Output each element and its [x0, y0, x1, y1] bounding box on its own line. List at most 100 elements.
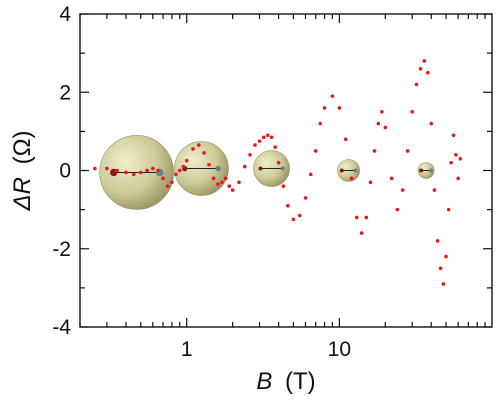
data-point: [456, 176, 460, 181]
data-point: [170, 180, 174, 185]
data-point: [156, 168, 160, 173]
x-axis-ticks: 1 10: [79, 14, 486, 361]
data-point: [372, 149, 377, 153]
data-point: [273, 145, 278, 149]
data-points: [92, 59, 463, 286]
data-point: [297, 213, 302, 218]
data-point: [389, 176, 394, 181]
data-point: [227, 184, 232, 188]
data-point: [438, 266, 443, 271]
data-point: [92, 166, 97, 171]
data-point: [242, 164, 247, 169]
data-point: [313, 149, 318, 153]
data-point: [124, 170, 128, 175]
data-point: [349, 176, 354, 181]
data-point: [262, 135, 266, 140]
data-point: [184, 158, 189, 163]
data-point: [269, 135, 274, 140]
data-point: [359, 231, 364, 235]
y-axis-symbol: ΔR: [9, 177, 36, 211]
data-point: [405, 149, 410, 153]
data-point: [308, 172, 313, 177]
x-axis-title: B (T): [256, 368, 315, 395]
data-point: [318, 121, 323, 126]
data-point: [281, 184, 286, 188]
y-tick-label: -4: [52, 316, 71, 339]
data-point: [202, 151, 206, 155]
data-point: [364, 215, 369, 220]
y-tick-label: -2: [52, 238, 71, 261]
x-axis-unit: (T): [285, 368, 316, 395]
data-point: [422, 59, 427, 63]
data-point: [426, 70, 430, 75]
data-point: [458, 156, 463, 161]
data-point: [451, 133, 456, 138]
data-point: [343, 137, 348, 141]
sphere-dot-left-3: [258, 166, 263, 171]
data-point: [115, 168, 119, 173]
data-point: [191, 147, 195, 151]
data-point: [266, 133, 270, 138]
data-point: [441, 282, 446, 286]
data-point: [220, 180, 224, 185]
sphere-layer: [99, 135, 435, 210]
data-point: [253, 143, 257, 147]
x-axis-symbol: B: [256, 368, 272, 395]
data-point: [432, 188, 437, 192]
y-axis-ticks: 4 2 0 -2 -4: [52, 3, 492, 339]
data-point: [145, 168, 149, 173]
data-point: [435, 239, 440, 243]
data-point: [429, 121, 434, 126]
sphere-dot-left-5: [419, 168, 424, 173]
y-tick-label: 2: [59, 81, 71, 104]
data-point: [400, 188, 405, 192]
data-point: [230, 188, 235, 192]
data-point: [444, 254, 448, 259]
y-axis-unit: (Ω): [9, 130, 36, 164]
data-point: [165, 184, 170, 188]
data-point: [454, 153, 458, 157]
data-point: [177, 168, 182, 173]
data-point: [131, 172, 136, 177]
sphere-dot-right-4: [353, 168, 358, 173]
x-tick-label: 10: [328, 338, 351, 361]
data-point: [161, 176, 165, 181]
y-axis-title: ΔR (Ω): [9, 130, 36, 211]
sphere-dot-right-3: [280, 166, 285, 171]
data-point: [322, 106, 327, 110]
y-tick-label: 4: [59, 3, 71, 26]
sphere-dot-right-2: [215, 165, 221, 172]
data-point: [376, 121, 381, 126]
data-point: [174, 172, 178, 177]
data-point: [211, 176, 216, 181]
data-point: [151, 166, 155, 171]
data-point: [380, 110, 384, 114]
data-point: [383, 125, 388, 130]
data-point: [138, 170, 143, 175]
data-point: [276, 160, 281, 165]
data-point: [216, 182, 220, 186]
sphere-dot-right-5: [429, 168, 434, 173]
data-point: [368, 180, 373, 185]
data-point: [207, 162, 211, 167]
data-point: [105, 166, 109, 171]
data-point: [414, 82, 419, 87]
data-point: [257, 139, 262, 143]
data-point: [418, 66, 423, 71]
data-point: [395, 207, 400, 212]
x-tick-label: 1: [181, 338, 193, 361]
data-point: [248, 153, 252, 157]
data-point: [354, 215, 359, 220]
data-point: [237, 180, 241, 185]
data-point: [286, 203, 290, 208]
y-tick-label: 0: [59, 160, 71, 183]
data-point: [303, 196, 308, 200]
data-point: [181, 164, 186, 169]
data-point: [449, 160, 453, 165]
data-point: [196, 143, 201, 147]
data-point: [410, 110, 414, 114]
sphere-dot-left-4: [339, 168, 344, 173]
data-point: [446, 207, 451, 212]
data-point: [337, 106, 342, 110]
